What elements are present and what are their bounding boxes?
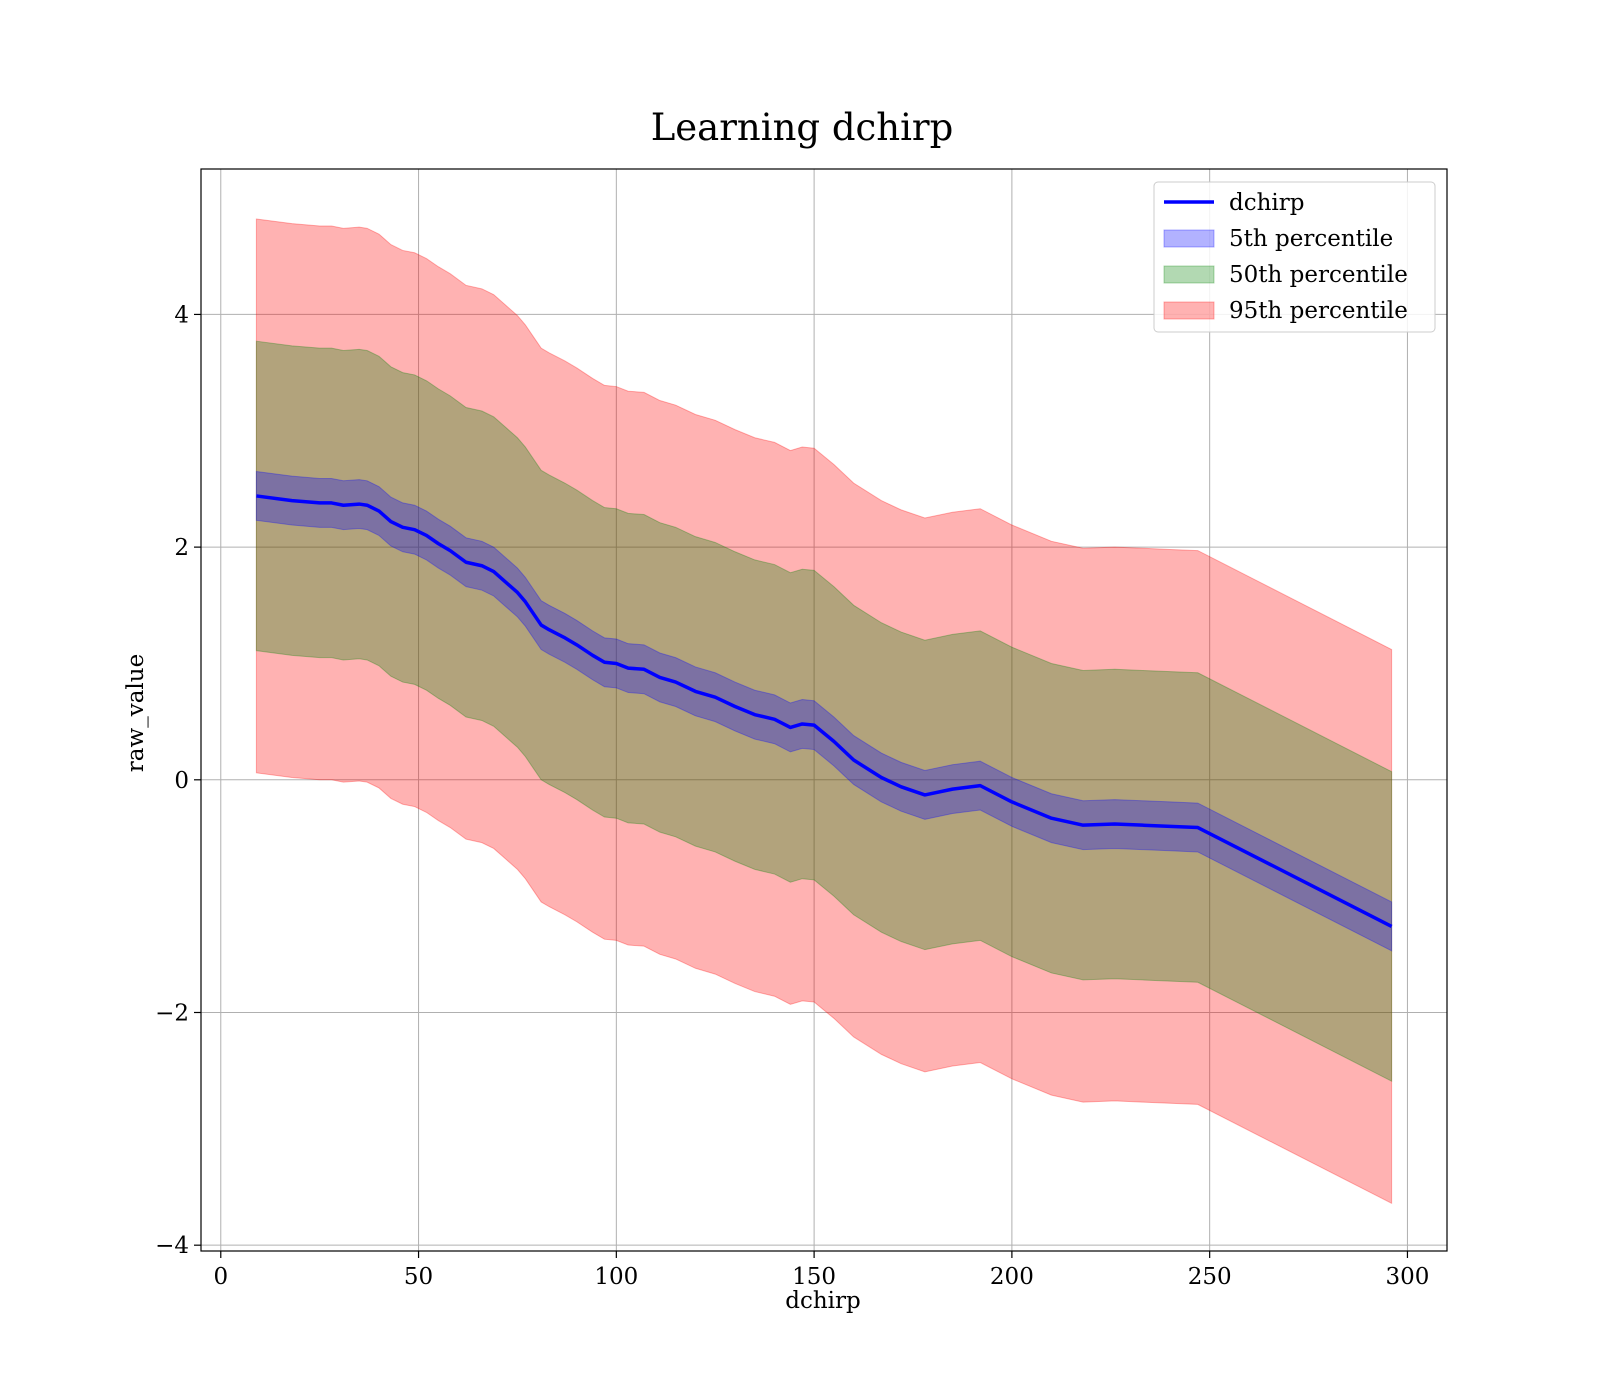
y-tick-label: 4 [174, 302, 189, 328]
legend-patch-marker [1163, 301, 1215, 320]
y-tick-label: 0 [174, 768, 189, 794]
band-50th-percentile [255, 340, 1393, 1082]
legend-label: 5th percentile [1229, 226, 1393, 252]
line-layer [256, 494, 1393, 928]
band-95th-percentile [255, 218, 1393, 1205]
series-line-dchirp [256, 494, 1393, 928]
y-axis-label: raw_value [123, 654, 149, 772]
x-tick-label: 0 [213, 1264, 228, 1290]
legend: dchirp 5th percentile 50th percentile 95th … [1153, 181, 1436, 333]
chart-title: Learning dchirp [651, 106, 954, 149]
y-tick-label: 2 [174, 535, 189, 561]
y-tick-label: −4 [155, 1233, 189, 1259]
x-tick-label: 100 [594, 1264, 638, 1290]
legend-label: dchirp [1229, 190, 1305, 216]
x-tick-label: 300 [1385, 1264, 1429, 1290]
x-tick-label: 200 [990, 1264, 1034, 1290]
band-5th-percentile [255, 470, 1393, 952]
plot-frame [200, 168, 1448, 1252]
legend-label: 50th percentile [1229, 262, 1408, 288]
band-layer [255, 218, 1393, 1205]
x-axis-ticks: 0 50 100 150 200 250 300 [213, 1251, 1429, 1290]
x-tick-label: 50 [404, 1264, 433, 1290]
legend-label: 95th percentile [1229, 298, 1408, 324]
y-tick-label: −2 [155, 1000, 189, 1026]
x-axis-label: dchirp [785, 1288, 861, 1314]
legend-patch-marker [1163, 229, 1215, 248]
x-tick-label: 250 [1188, 1264, 1232, 1290]
legend-patch-marker [1163, 265, 1215, 284]
legend-box [1153, 181, 1436, 333]
y-axis-ticks: −4 −2 0 2 4 [155, 302, 201, 1259]
grid [201, 169, 1447, 1251]
x-tick-label: 150 [792, 1264, 836, 1290]
